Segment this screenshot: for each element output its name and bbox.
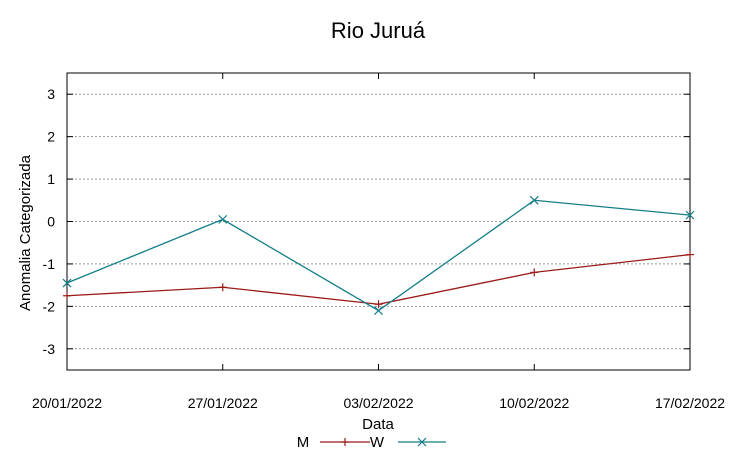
x-tick-label: 03/02/2022 xyxy=(343,395,413,411)
data-point-M xyxy=(530,268,539,277)
series-group xyxy=(62,195,695,316)
legend-label-W: W xyxy=(370,434,385,451)
legend-label-M: M xyxy=(297,434,310,451)
y-axis-label: Anomalia Categorizada xyxy=(17,154,34,311)
y-tick-label: 1 xyxy=(47,171,55,187)
data-point-M xyxy=(686,250,694,259)
x-tick-label: 10/02/2022 xyxy=(499,395,569,411)
legend-marker-M xyxy=(341,438,349,446)
data-point-W xyxy=(529,195,539,205)
y-tick-label: 2 xyxy=(47,129,55,145)
chart-title: Rio Juruá xyxy=(331,18,426,43)
legend-marker-W xyxy=(417,437,427,447)
y-tick-label: -2 xyxy=(43,298,56,314)
y-axis-ticks: 3 2 1 0 -1 -2 -3 xyxy=(43,86,690,357)
y-tick-label: 3 xyxy=(47,86,55,102)
data-point-W xyxy=(62,278,72,288)
series-line-W xyxy=(66,199,691,312)
data-point-W xyxy=(374,306,383,316)
x-tick-label: 17/02/2022 xyxy=(655,395,725,411)
y-tick-label: -3 xyxy=(43,341,56,357)
data-point-W xyxy=(685,210,695,220)
x-axis-label: Data xyxy=(362,416,394,433)
data-point-M xyxy=(374,300,383,309)
series-line-M xyxy=(66,253,691,305)
x-tick-label: 20/01/2022 xyxy=(32,395,102,411)
y-tick-label: 0 xyxy=(47,214,55,230)
x-axis-ticks: 20/01/2022 27/01/2022 03/02/2022 10/02/2022… xyxy=(32,73,725,411)
y-tick-label: -1 xyxy=(43,256,56,272)
data-point-W xyxy=(218,214,228,224)
data-point-M xyxy=(63,291,71,300)
x-tick-label: 27/01/2022 xyxy=(188,395,258,411)
data-point-M xyxy=(218,283,227,292)
